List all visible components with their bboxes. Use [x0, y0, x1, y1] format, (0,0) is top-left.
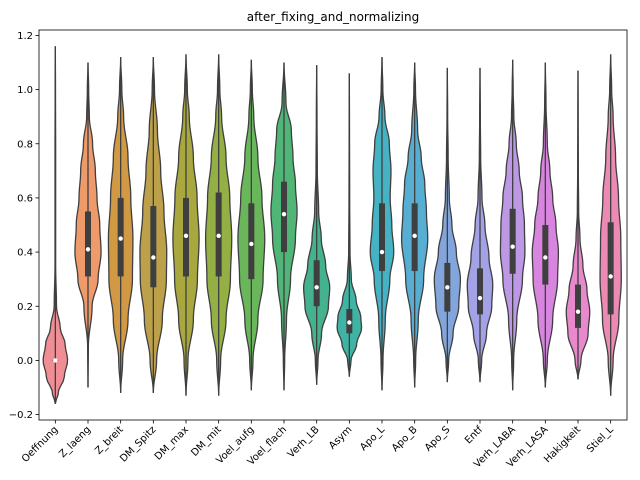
x-tick-label: Z_breit [93, 424, 126, 457]
x-tick-label: Verh_LB [286, 424, 322, 460]
violin-iqr-box [281, 181, 287, 253]
violin-iqr-box [607, 222, 614, 315]
violin-Entf [466, 67, 494, 383]
plot-frame [38, 29, 628, 421]
y-tick-label: 0.6 [17, 193, 33, 204]
chart-title: after_fixing_and_normalizing [247, 10, 419, 24]
violin-median-dot [249, 241, 254, 247]
violin-median-dot [575, 309, 581, 314]
violin-median-dot [412, 233, 417, 239]
violin-iqr-box [248, 203, 255, 280]
violin-iqr-box [313, 260, 320, 307]
y-axis: −0.2 0.0 0.2 0.4 0.6 0.8 1.0 1.2 [9, 31, 39, 421]
violin-median-dot [118, 236, 123, 241]
x-tick-label: Stiel_L [585, 424, 616, 455]
violin-Apo_S [433, 67, 462, 383]
x-tick-label: Asym [327, 424, 354, 451]
y-tick-label: 1.0 [17, 85, 33, 96]
violin-median-dot [85, 247, 91, 252]
violin-Voel_aufg [237, 59, 266, 391]
violin-iqr-box [575, 284, 581, 328]
x-tick-label: DM_Spitz [118, 424, 158, 464]
violin-Verh_LASA [531, 62, 560, 388]
violin-median-dot [445, 285, 450, 290]
violin-Asym [336, 73, 363, 377]
violin-Hakigkeit [565, 70, 591, 380]
violin-DM_Spitz [139, 57, 168, 393]
violin-DM_mit [204, 54, 233, 396]
violin-median-dot [183, 233, 189, 239]
violin-Voel_flach [270, 62, 298, 391]
violin-Z_laeng [74, 62, 102, 388]
y-tick-label: 1.2 [17, 31, 33, 42]
violin-Z_breit [107, 57, 134, 393]
violin-iqr-box [150, 206, 157, 288]
violin-median-dot [477, 295, 483, 301]
violin-median-dot [347, 320, 352, 325]
violin-iqr-box [477, 268, 483, 315]
violin-Apo_L [369, 57, 395, 391]
x-tick-label: Entf [463, 424, 485, 446]
violin-median-dot [543, 255, 548, 260]
y-tick-label: 0.4 [17, 248, 33, 259]
x-tick-label: Apo_L [358, 424, 387, 453]
violin-Verh_LABA [499, 59, 526, 391]
violin-Verh_LB [302, 65, 331, 385]
violin-iqr-box [542, 225, 549, 285]
violin-iqr-box [379, 203, 385, 272]
x-tick-label: Z_laeng [57, 424, 93, 460]
x-tick-label: Apo_S [423, 424, 452, 453]
x-tick-label: Oeffnung [20, 424, 61, 465]
violin-Oeffnung [42, 46, 69, 404]
violin-median-dot [281, 211, 287, 217]
violins-layer [42, 46, 622, 404]
violin-Stiel_L [599, 54, 622, 396]
violin-Apo_B [400, 62, 429, 388]
violin-iqr-box [509, 208, 516, 274]
x-tick-label: Apo_B [390, 424, 420, 454]
x-tick-label: DM_max [153, 424, 191, 462]
violin-median-dot [608, 274, 613, 279]
violin-median-dot [53, 358, 58, 363]
y-tick-label: −0.2 [9, 410, 33, 421]
violin-median-dot [510, 244, 515, 249]
violin-iqr-box [85, 211, 91, 277]
violin-median-dot [379, 249, 385, 255]
violin-DM_max [172, 54, 200, 396]
violin-median-dot [216, 233, 221, 239]
violin-median-dot [151, 255, 156, 260]
y-tick-label: 0.8 [17, 139, 33, 150]
y-tick-label: 0.2 [17, 302, 33, 313]
y-tick-label: 0.0 [17, 356, 33, 367]
violin-median-dot [314, 285, 319, 290]
